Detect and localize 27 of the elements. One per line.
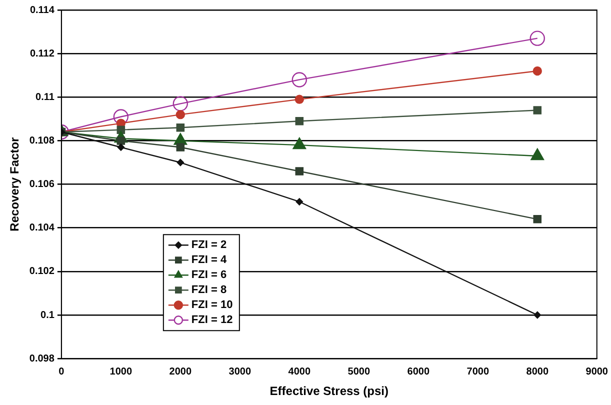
y-tick-label: 0.112 [30,48,55,60]
x-tick-label: 4000 [288,366,311,378]
x-tick-label: 3000 [228,366,252,378]
y-tick-label: 0.114 [30,4,55,16]
x-tick-label: 2000 [169,366,192,378]
x-tick-label: 1000 [110,366,132,378]
legend-label: FZI = 6 [191,269,227,282]
legend-label: FZI = 10 [191,299,233,312]
legend-label: FZI = 12 [191,314,233,326]
legend-label: FZI = 4 [191,254,228,266]
x-tick-label: 6000 [407,366,430,378]
x-tick-label: 5000 [348,366,370,378]
x-tick-label: 0 [58,366,65,378]
legend-label: FZI = 2 [191,239,227,252]
legend-label: FZI = 8 [191,284,227,296]
y-tick-label: 0.106 [29,179,55,190]
y-tick-label: 0.102 [29,266,55,278]
x-tick-label: 7000 [466,366,490,378]
x-tick-label: 9000 [586,366,608,378]
y-tick-label: 0.098 [29,353,55,364]
y-tick-label: 0.104 [29,222,55,234]
x-tick-label: 8000 [526,366,549,378]
y-tick-label: 0.11 [36,92,55,103]
x-axis-title: Effective Stress (psi) [270,384,389,398]
y-tick-label: 0.108 [29,135,55,146]
y-tick-label: 0.1 [40,310,55,321]
y-axis-title: Recovery Factor [8,136,22,232]
